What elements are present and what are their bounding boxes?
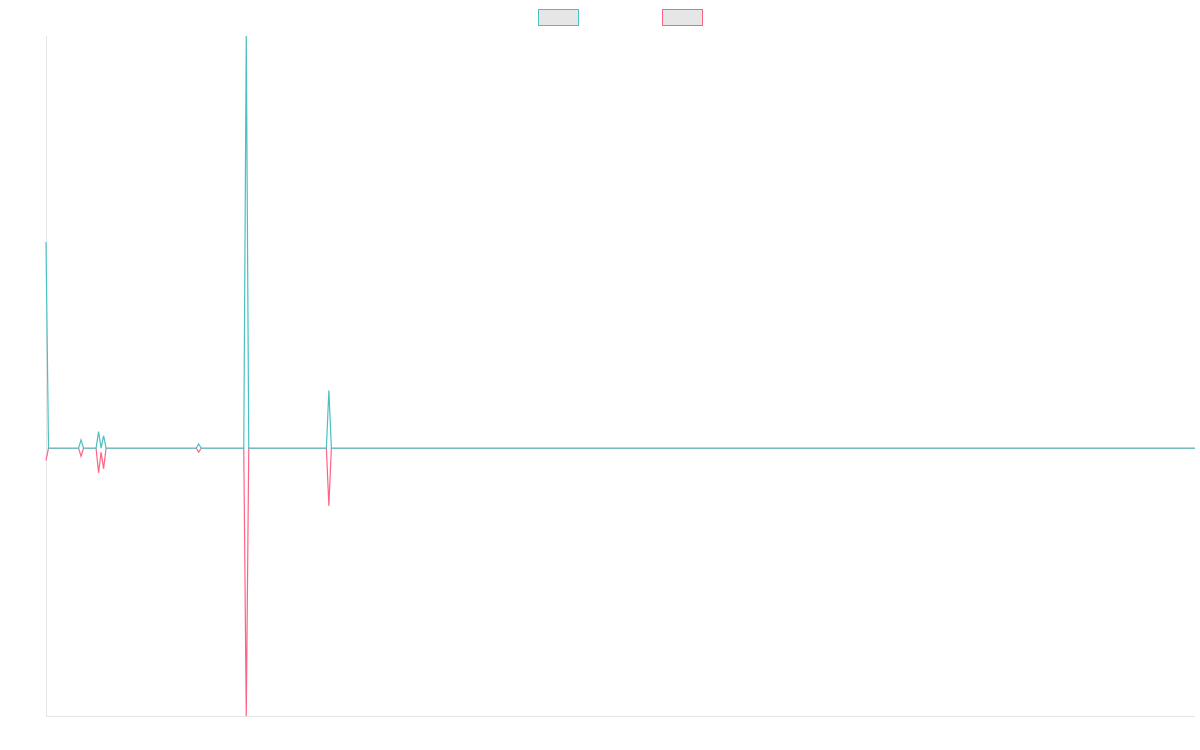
legend-swatch [662,9,703,26]
legend-swatch [538,9,579,26]
series-line [45,447,1195,717]
series-line [45,35,1195,449]
